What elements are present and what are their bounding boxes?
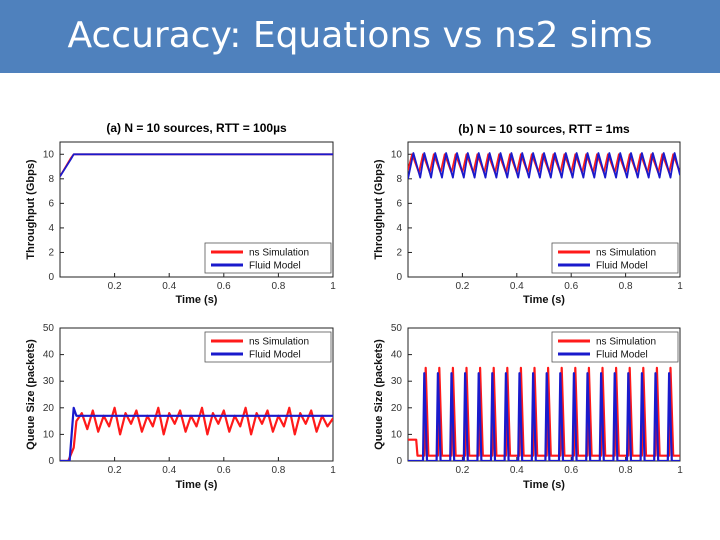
y-tick-label: 8 <box>48 174 54 185</box>
y-tick-label: 6 <box>48 198 54 209</box>
x-tick-label: 0.2 <box>108 465 122 476</box>
y-tick-label: 0 <box>48 456 54 467</box>
y-tick-label: 20 <box>43 403 55 414</box>
chart-b-throughput: 0 2 4 6 8 10 0.2 0.4 0.6 0.8 1 Time (s) Throughput (… <box>373 122 683 306</box>
y-tick-label: 10 <box>391 149 403 160</box>
title-bar: Accuracy: Equations vs ns2 sims <box>0 0 720 73</box>
legend-box <box>204 331 332 363</box>
x-tick-label: 0.6 <box>217 281 231 292</box>
x-tick-label: 0.2 <box>108 281 122 292</box>
x-tick-label: 1 <box>677 465 683 476</box>
y-tick-label: 30 <box>43 376 55 387</box>
x-tick-label: 0.6 <box>564 465 578 476</box>
y-tick-label: 8 <box>396 174 402 185</box>
chart-a-throughput: 0 2 4 6 8 10 0.2 0.4 0.6 0.8 1 Time (s) Throughput (… <box>25 121 336 306</box>
x-axis-label: Time (s) <box>176 294 218 306</box>
y-tick-label: 10 <box>391 429 403 440</box>
y-tick-label: 0 <box>48 272 54 283</box>
x-tick-label: 0.4 <box>162 465 176 476</box>
x-axis-label: Time (s) <box>176 479 218 491</box>
legend-label-ns: ns Simulation <box>596 248 656 259</box>
legend-box <box>551 242 679 274</box>
x-tick-label: 0.8 <box>271 465 285 476</box>
x-tick-label: 0.6 <box>564 281 578 292</box>
x-tick-label: 1 <box>330 281 336 292</box>
x-tick-label: 0.2 <box>455 465 469 476</box>
legend-label-fluid: Fluid Model <box>249 261 301 272</box>
x-tick-label: 1 <box>330 465 336 476</box>
y-tick-label: 10 <box>43 429 55 440</box>
y-axis-label: Throughput (Gbps) <box>373 159 385 260</box>
legend-box <box>204 242 332 274</box>
legend-label-ns: ns Simulation <box>249 337 309 348</box>
x-tick-label: 0.8 <box>271 281 285 292</box>
x-tick-label: 1 <box>677 281 683 292</box>
y-tick-label: 50 <box>391 323 403 334</box>
y-tick-label: 10 <box>43 149 55 160</box>
y-tick-label: 4 <box>48 223 54 234</box>
x-tick-label: 0.8 <box>619 281 633 292</box>
y-tick-label: 2 <box>48 247 54 258</box>
y-axis-label: Throughput (Gbps) <box>25 159 37 260</box>
x-tick-label: 0.2 <box>455 281 469 292</box>
slide-title: Accuracy: Equations vs ns2 sims <box>67 15 653 56</box>
series-fluid-model <box>60 153 333 177</box>
x-axis-label: Time (s) <box>523 479 565 491</box>
legend-label-fluid: Fluid Model <box>596 350 648 361</box>
x-tick-label: 0.4 <box>162 281 176 292</box>
series-ns-simulation <box>60 406 333 461</box>
y-axis-label: Queue Size (packets) <box>25 339 37 450</box>
y-tick-label: 50 <box>43 323 55 334</box>
y-tick-label: 0 <box>396 456 402 467</box>
y-tick-label: 40 <box>43 350 55 361</box>
y-tick-label: 20 <box>391 403 403 414</box>
legend-label-ns: ns Simulation <box>249 248 309 259</box>
x-tick-label: 0.8 <box>619 465 633 476</box>
y-tick-label: 4 <box>396 223 402 234</box>
y-tick-label: 6 <box>396 198 402 209</box>
y-tick-label: 40 <box>391 350 403 361</box>
series-fluid-model <box>408 152 680 179</box>
y-tick-label: 30 <box>391 376 403 387</box>
series-fluid-model <box>408 372 680 461</box>
y-axis-label: Queue Size (packets) <box>373 339 385 450</box>
x-tick-label: 0.4 <box>510 465 524 476</box>
legend-box <box>551 331 679 363</box>
legend-label-fluid: Fluid Model <box>249 350 301 361</box>
chart-a-queue: 0 10 20 30 40 50 0.2 0.4 0.6 0.8 1 Time (s) Queue Si… <box>25 323 336 491</box>
chart-b-queue: 0 10 20 30 40 50 0.2 0.4 0.6 0.8 1 Time (s) Queue Si… <box>373 323 683 491</box>
x-axis-label: Time (s) <box>523 294 565 306</box>
x-tick-label: 0.6 <box>217 465 231 476</box>
chart-title: (b) N = 10 sources, RTT = 1ms <box>458 122 630 136</box>
x-tick-label: 0.4 <box>510 281 524 292</box>
y-tick-label: 0 <box>396 272 402 283</box>
chart-title: (a) N = 10 sources, RTT = 100µs <box>106 121 287 135</box>
legend-label-fluid: Fluid Model <box>596 261 648 272</box>
legend-label-ns: ns Simulation <box>596 337 656 348</box>
series-fluid-model <box>60 406 333 461</box>
y-tick-label: 2 <box>396 247 402 258</box>
